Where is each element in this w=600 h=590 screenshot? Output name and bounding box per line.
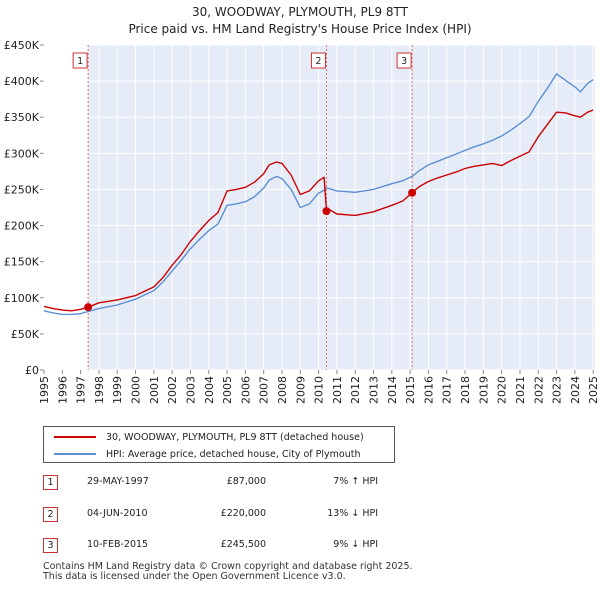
sale-hpi-diff: 7% ↑ HPI: [333, 476, 378, 487]
x-tick-label: 1997: [75, 376, 88, 404]
chart-legend: 30, WOODWAY, PLYMOUTH, PL9 8TT (detached…: [43, 426, 395, 463]
series-line-property: [43, 109, 594, 312]
sale-price: £245,500: [220, 539, 266, 550]
x-tick-label: 2001: [148, 376, 161, 404]
x-tick-label: 2020: [496, 376, 509, 404]
sale-number: 1: [43, 475, 58, 490]
sale-hpi-diff: 13% ↓ HPI: [327, 508, 378, 519]
y-tick-label: £0: [25, 364, 39, 377]
shaded-region: [88, 45, 595, 370]
x-tick-label: 1995: [38, 376, 51, 404]
sale-date: 10-FEB-2015: [87, 539, 149, 550]
sale-number: 3: [43, 538, 58, 553]
sale-date: 29-MAY-1997: [87, 476, 149, 487]
footer-attribution: Contains HM Land Registry data © Crown c…: [43, 562, 413, 582]
x-tick-label: 2005: [221, 376, 234, 404]
x-tick-label: 2025: [587, 376, 600, 404]
x-tick-label: 2003: [184, 376, 197, 404]
y-tick-label: £350K: [4, 111, 40, 124]
sale-number-box: [310, 52, 326, 69]
x-tick-label: 2023: [551, 376, 564, 404]
sale-number-label: 1: [77, 56, 83, 67]
legend-line-property: [54, 436, 96, 438]
x-tick-label: 2008: [276, 376, 289, 404]
y-tick-label: £250K: [4, 183, 40, 196]
y-tick-label: £150K: [4, 256, 40, 269]
x-tick-label: 2010: [313, 376, 326, 404]
sale-price: £220,000: [220, 508, 266, 519]
y-tick-label: £400K: [4, 75, 40, 88]
legend-line-hpi: [54, 453, 96, 455]
sale-number-box: [72, 52, 88, 69]
sale-point: [408, 188, 417, 197]
series-line-hpi: [43, 73, 594, 316]
sale-number: 2: [43, 507, 58, 522]
footer-line2: This data is licensed under the Open Gov…: [43, 571, 346, 582]
x-tick-label: 2006: [239, 376, 252, 404]
x-tick-label: 1998: [93, 376, 106, 404]
x-tick-label: 2011: [331, 376, 344, 404]
footer-line1: Contains HM Land Registry data © Crown c…: [43, 561, 413, 572]
x-tick-label: 2018: [459, 376, 472, 404]
x-tick-label: 2022: [532, 376, 545, 404]
x-tick-label: 2012: [349, 376, 362, 404]
price-chart: 1 2 3 £0 £50K £100K £150K £200K £250K £300K £350K…: [4, 39, 600, 404]
chart-title-line2: Price paid vs. HM Land Registry's House …: [128, 22, 472, 36]
sale-date: 04-JUN-2010: [87, 508, 148, 519]
sale-number-label: 3: [401, 56, 407, 67]
x-tick-label: 2014: [386, 376, 399, 404]
legend-label-property: 30, WOODWAY, PLYMOUTH, PL9 8TT (detached…: [106, 431, 364, 443]
x-tick-label: 2009: [294, 376, 307, 404]
x-tick-label: 2002: [166, 376, 179, 404]
chart-title-line1: 30, WOODWAY, PLYMOUTH, PL9 8TT: [191, 5, 409, 19]
x-tick-label: 2015: [404, 376, 417, 404]
y-tick-label: £50K: [11, 328, 40, 341]
x-tick-label: 2021: [514, 376, 527, 404]
x-tick-label: 2019: [477, 376, 490, 404]
y-tick-label: £300K: [4, 147, 40, 160]
sale-price: £87,000: [226, 476, 266, 487]
sale-number-label: 2: [315, 56, 321, 67]
x-tick-label: 2000: [130, 376, 143, 404]
y-tick-label: £200K: [4, 220, 40, 233]
legend-item-property: 30, WOODWAY, PLYMOUTH, PL9 8TT (detached…: [54, 429, 364, 445]
sale-hpi-diff: 9% ↓ HPI: [333, 539, 378, 550]
x-tick-label: 2017: [441, 376, 454, 404]
legend-label-hpi: HPI: Average price, detached house, City…: [106, 448, 361, 460]
sale-number-box: [396, 52, 412, 69]
sale-point: [322, 207, 331, 216]
y-tick-label: £100K: [4, 292, 40, 305]
x-tick-label: 2007: [258, 376, 271, 404]
y-tick-label: £450K: [4, 39, 40, 52]
sale-point: [84, 303, 93, 312]
x-tick-label: 2004: [203, 376, 216, 404]
x-tick-label: 1996: [56, 376, 69, 404]
x-tick-label: 1999: [111, 376, 124, 404]
x-tick-label: 2024: [569, 376, 582, 404]
legend-item-hpi: HPI: Average price, detached house, City…: [54, 446, 361, 462]
x-tick-label: 2013: [368, 376, 381, 404]
x-tick-label: 2016: [422, 376, 435, 404]
chart-title: 30, WOODWAY, PLYMOUTH, PL9 8TT Price pai…: [0, 4, 600, 38]
